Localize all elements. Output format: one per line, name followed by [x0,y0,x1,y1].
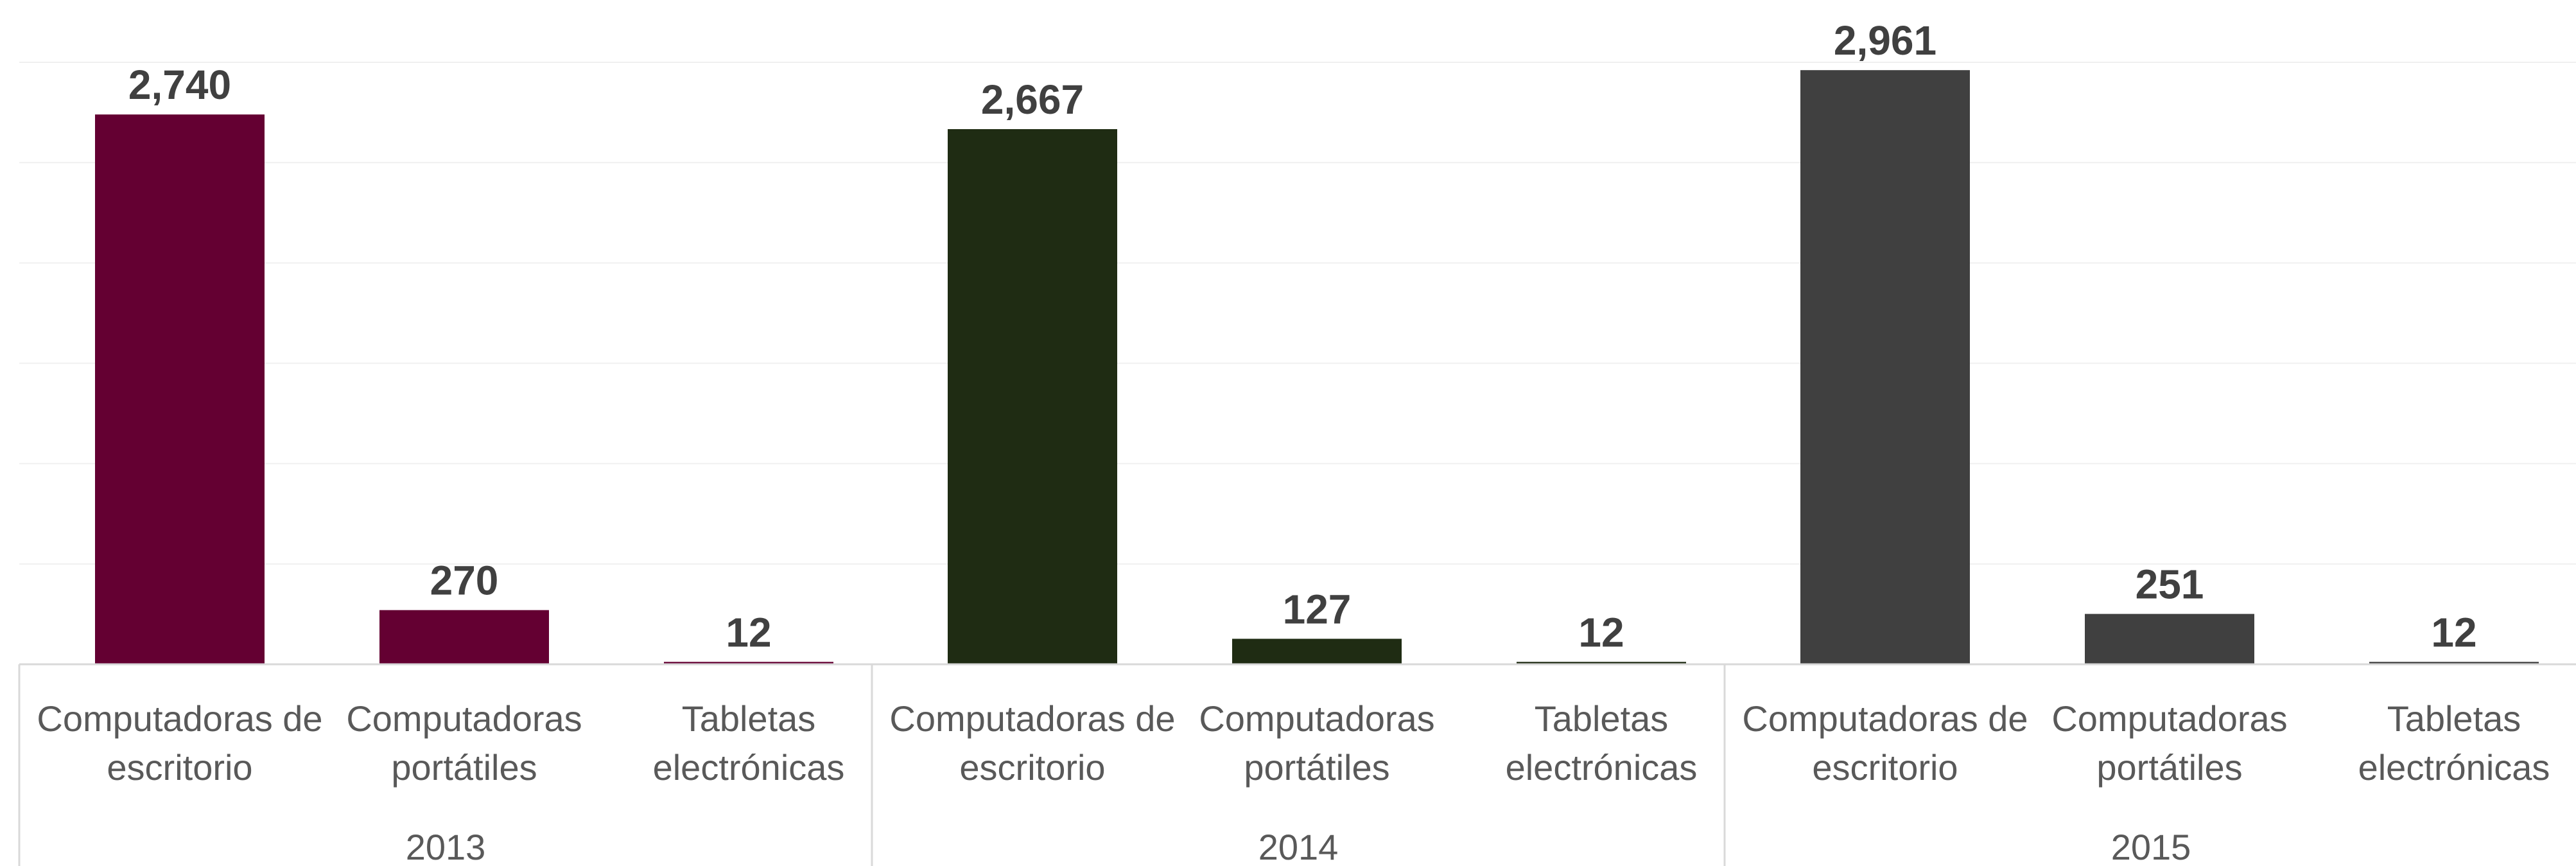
bar [2369,662,2539,664]
data-label: 12 [1578,609,1624,655]
bar [1800,70,1970,664]
bar [1232,639,1402,664]
category-tick-label: Computadoras portátiles [346,698,582,788]
data-label: 251 [2136,561,2204,608]
category-tick-label: Computadoras portátiles [2051,698,2287,788]
data-label: 270 [430,558,499,604]
bar [95,114,265,664]
data-label: 2,740 [128,62,231,108]
data-label: 127 [1283,586,1352,632]
category-tick-label: Computadoras portátiles [1199,698,1434,788]
labels: 2,740 Computadoras de escritorio 270 Computa… [37,17,2550,866]
bar [379,610,549,664]
data-label: 12 [726,609,771,655]
gridlines [19,62,2576,565]
category-tick-label: Tabletas electrónicas [1506,698,1698,788]
category-tick-label: Tabletas electrónicas [2358,698,2550,788]
bar [2085,614,2254,664]
bars [95,70,2539,664]
category-tick-label: Computadoras de escritorio [889,698,1175,788]
category-tick-label: Computadoras de escritorio [1742,698,2028,788]
data-label: 2,667 [981,76,1084,123]
bar [664,662,833,664]
bar [948,129,1117,664]
bar [1517,662,1686,664]
group-tick-label: 2015 [2111,827,2191,866]
data-label: 12 [2431,609,2476,655]
category-axis [18,663,2576,866]
category-tick-label: Computadoras de escritorio [37,698,322,788]
data-label: 2,961 [1834,17,1936,64]
group-tick-label: 2014 [1258,827,1339,866]
group-tick-label: 2013 [406,827,486,866]
category-tick-label: Tabletas electrónicas [653,698,845,788]
